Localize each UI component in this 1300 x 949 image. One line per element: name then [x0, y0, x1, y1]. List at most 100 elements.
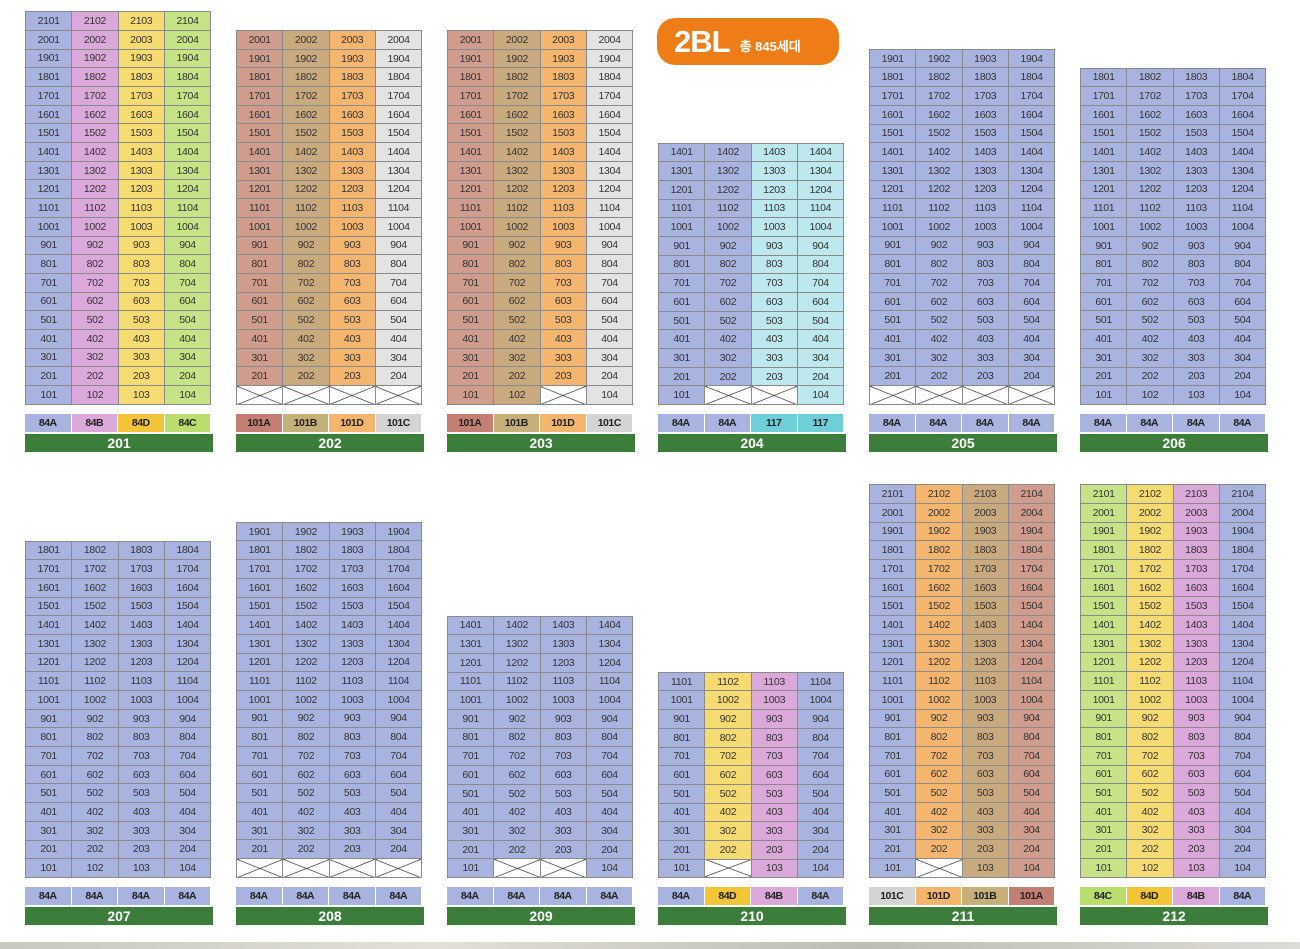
- unit-cell: 504: [796, 783, 845, 804]
- floor-row: 1101 1102 1103 1104: [24, 198, 212, 218]
- bottom-strip: [0, 942, 1300, 949]
- floor-row: 1201 1202 1203 1204: [1079, 652, 1267, 673]
- unit-cell: 101: [446, 858, 495, 879]
- unit-cell: 2001: [1079, 502, 1128, 523]
- unit-cell: 604: [163, 764, 212, 785]
- unit-cell: 403: [117, 802, 165, 822]
- floor-row: 901 902 903 904: [24, 708, 212, 729]
- floor-row: 301 302 303 304: [1079, 820, 1267, 841]
- unit-cell: 703: [539, 746, 587, 766]
- unit-cell: 1301: [1079, 633, 1128, 654]
- unit-cell: 101: [24, 858, 73, 878]
- unit-cell: 202: [493, 839, 541, 860]
- unit-cell: 701: [1079, 273, 1128, 293]
- unit-cell: 1103: [961, 671, 1009, 691]
- unit-cell: 604: [1007, 291, 1056, 312]
- unit-cell: 1403: [1172, 142, 1220, 162]
- unit-cell: 804: [163, 254, 212, 274]
- unit-cell: 1602: [71, 577, 119, 598]
- unit-cell: 503: [750, 783, 798, 804]
- unit-cell: 1501: [868, 123, 917, 144]
- unit-cell: 503: [328, 783, 376, 804]
- floor-row: 201 202 203 204: [1079, 366, 1267, 387]
- unit-cell: 803: [539, 254, 587, 274]
- unit-cell: 903: [117, 708, 165, 729]
- unit-cell: 903: [750, 709, 798, 729]
- unit-cell: 803: [117, 254, 165, 274]
- unit-cell: 1003: [1172, 217, 1220, 237]
- unit-cell: 1901: [235, 521, 284, 542]
- floor-row: 201 202 203 204: [446, 839, 634, 860]
- unit-cell: 1303: [539, 160, 587, 181]
- unit-cell: 703: [750, 273, 798, 293]
- unit-cell: 801: [24, 727, 73, 748]
- unit-cell: 1603: [1172, 577, 1220, 598]
- unit-cell: 1703: [539, 86, 587, 106]
- unit-cell: 501: [24, 783, 73, 804]
- unit-cell: 101: [1079, 385, 1128, 405]
- floor-row: 601 602 603 604: [446, 291, 634, 312]
- unit-cell: 1001: [24, 690, 73, 710]
- unit-cell: 1702: [1126, 86, 1174, 106]
- unit-cell: 1901: [446, 48, 495, 69]
- unit-cell: 701: [868, 273, 917, 293]
- unit-cell: 101: [1079, 858, 1128, 878]
- unit-cell: 903: [961, 235, 1009, 256]
- unit-cell: 903: [539, 708, 587, 729]
- unit-cell: 103: [961, 858, 1009, 878]
- unit-cell: 1404: [1218, 615, 1267, 635]
- unit-cell: 403: [117, 328, 165, 349]
- unit-cell: 704: [1218, 745, 1267, 766]
- unit-type-label: 84A: [586, 887, 633, 905]
- unit-cell: 802: [915, 727, 963, 747]
- unit-cell: 1402: [1126, 615, 1174, 635]
- unit-cell: 702: [1126, 273, 1174, 293]
- unit-cell: 104: [1218, 858, 1267, 878]
- unit-cell: 2003: [117, 29, 165, 50]
- unit-cell: 201: [1079, 366, 1128, 387]
- unit-cell: 1804: [1007, 540, 1056, 560]
- unit-cell: 902: [493, 235, 541, 256]
- unit-cell: 1504: [1007, 123, 1056, 144]
- unit-cell: 1003: [117, 216, 165, 237]
- no-unit-cell: [235, 858, 284, 878]
- floor-row: 1601 1602 1603 1604: [446, 104, 634, 125]
- floor-row: 2101 2102 2103 2104: [1079, 484, 1267, 504]
- unit-cell: 1404: [1007, 615, 1056, 635]
- unit-cell: 1304: [163, 160, 212, 181]
- unit-cell: 603: [539, 765, 587, 785]
- unit-cell: 903: [1172, 708, 1220, 729]
- unit-cell: 1101: [1079, 198, 1128, 218]
- unit-cell: 1003: [961, 689, 1009, 710]
- unit-cell: 301: [235, 820, 284, 841]
- unit-type-label: 84A: [375, 887, 422, 905]
- building-204: 1401 1402 1403 1404 1301 1302 1303 1304 1201 1202…: [657, 142, 845, 406]
- unit-cell: 1904: [585, 48, 634, 69]
- no-unit-cell: [328, 385, 376, 405]
- unit-cell: 503: [1172, 783, 1220, 803]
- unit-cell: 1203: [328, 652, 376, 673]
- unit-type-row: 101A 101B 101D 101C: [236, 414, 422, 432]
- unit-cell: 1402: [282, 615, 330, 635]
- unit-cell: 1203: [539, 652, 587, 673]
- unit-cell: 1102: [1126, 198, 1174, 218]
- floor-row: 1601 1602 1603 1604: [235, 104, 423, 125]
- unit-cell: 904: [1218, 708, 1267, 729]
- unit-cell: 1004: [796, 690, 845, 711]
- unit-cell: 404: [1218, 329, 1267, 349]
- unit-cell: 103: [750, 858, 798, 879]
- floor-row: 601 602 603 604: [235, 764, 423, 785]
- floor-row: 901 902 903 904: [657, 235, 845, 256]
- unit-cell: 1701: [235, 559, 284, 579]
- unit-cell: 402: [493, 329, 541, 349]
- unit-cell: 604: [374, 291, 423, 312]
- unit-cell: 503: [117, 310, 165, 330]
- unit-cell: 101: [868, 858, 917, 878]
- floor-row: 301 302 303 304: [1079, 347, 1267, 368]
- unit-cell: 602: [493, 765, 541, 785]
- unit-cell: 604: [1218, 764, 1267, 785]
- unit-cell: 2002: [915, 502, 963, 523]
- unit-cell: 1502: [1126, 596, 1174, 617]
- floor-row: 601 602 603 604: [446, 765, 634, 785]
- unit-cell: 1303: [328, 160, 376, 181]
